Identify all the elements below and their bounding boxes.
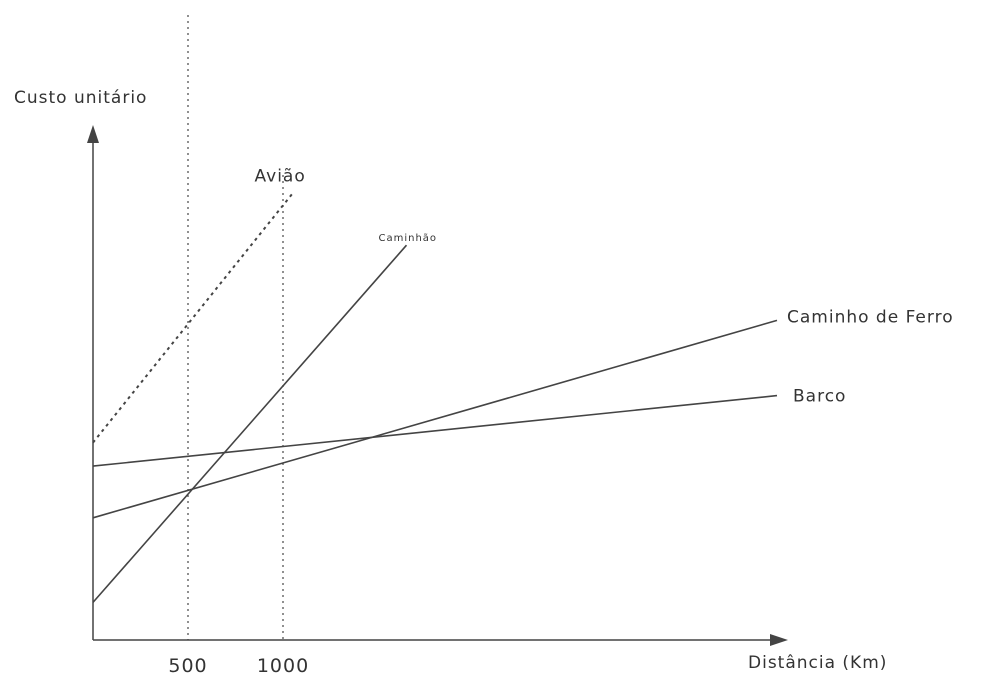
series-line-caminho-de-ferro — [92, 319, 778, 519]
x-tick-labels: 500 1000 — [168, 655, 309, 677]
series-label-caminhao: Caminhão — [379, 233, 438, 244]
series-line-barco — [92, 394, 778, 467]
x-axis-arrow — [770, 634, 788, 646]
series-label-caminho-de-ferro: Caminho de Ferro — [787, 307, 954, 327]
series-label-barco: Barco — [793, 387, 846, 407]
chart-title: Custo unitário — [14, 88, 147, 108]
x-tick-label-500: 500 — [168, 655, 207, 677]
series-label-aviao: Avião — [255, 167, 306, 187]
series-labels: Avião Caminhão Caminho de Ferro Barco — [255, 167, 954, 407]
x-tick-label-1000: 1000 — [257, 655, 309, 677]
x-axis-label: Distância (Km) — [748, 653, 887, 673]
series-line-aviao — [92, 192, 294, 444]
y-axis-arrow — [87, 125, 99, 143]
series-lines — [92, 192, 778, 603]
reference-lines — [187, 15, 284, 640]
series-line-caminhao — [92, 244, 408, 603]
